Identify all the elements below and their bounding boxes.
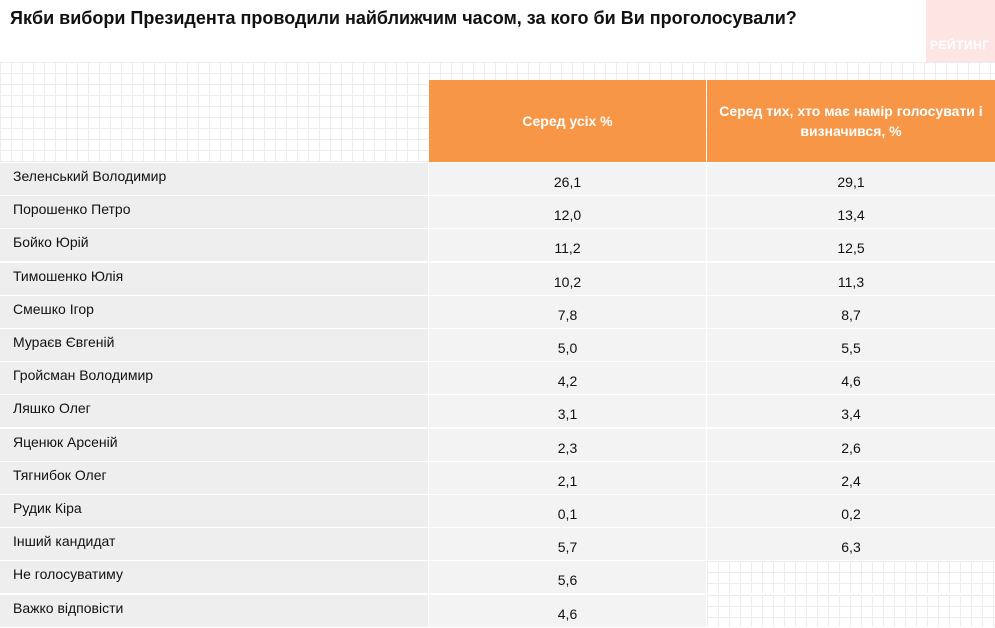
candidate-name: Важко відповісти bbox=[0, 595, 428, 627]
value-decided: 13,4 bbox=[707, 196, 995, 228]
value-decided: 6,3 bbox=[707, 528, 995, 560]
value-all: 11,2 bbox=[429, 229, 706, 261]
candidate-name: Не голосуватиму bbox=[0, 561, 428, 593]
logo-text: РЕЙТИНГ bbox=[930, 38, 990, 52]
value-decided-empty bbox=[707, 595, 995, 627]
value-decided: 4,6 bbox=[707, 362, 995, 394]
value-all: 5,6 bbox=[429, 561, 706, 593]
table-row: Ляшко Олег 3,1 3,4 bbox=[0, 395, 995, 428]
value-all: 3,1 bbox=[429, 395, 706, 427]
candidate-name: Зеленський Володимир bbox=[0, 163, 428, 195]
value-decided: 8,7 bbox=[707, 296, 995, 328]
value-decided-empty bbox=[707, 561, 995, 593]
table-row: Порошенко Петро 12,0 13,4 bbox=[0, 196, 995, 229]
value-all: 5,0 bbox=[429, 329, 706, 361]
value-all: 4,2 bbox=[429, 362, 706, 394]
candidate-name: Тягнибок Олег bbox=[0, 462, 428, 494]
rating-logo: РЕЙТИНГ bbox=[926, 0, 995, 62]
value-decided: 29,1 bbox=[707, 163, 995, 195]
value-all: 0,1 bbox=[429, 495, 706, 527]
table-row: Зеленський Володимир 26,1 29,1 bbox=[0, 163, 995, 196]
value-all: 5,7 bbox=[429, 528, 706, 560]
value-all: 2,3 bbox=[429, 429, 706, 461]
table-row: Мураєв Євгеній 5,0 5,5 bbox=[0, 329, 995, 362]
value-decided: 2,6 bbox=[707, 429, 995, 461]
value-decided: 5,5 bbox=[707, 329, 995, 361]
value-decided: 0,2 bbox=[707, 495, 995, 527]
candidate-name: Тимошенко Юлія bbox=[0, 263, 428, 295]
table-row: Важко відповісти 4,6 bbox=[0, 595, 995, 628]
value-decided: 11,3 bbox=[707, 263, 995, 295]
candidate-name: Смешко Ігор bbox=[0, 296, 428, 328]
value-all: 4,6 bbox=[429, 595, 706, 627]
candidate-name: Рудик Кіра bbox=[0, 495, 428, 527]
table-row: Рудик Кіра 0,1 0,2 bbox=[0, 495, 995, 528]
page-title: Якби вибори Президента проводили найближ… bbox=[10, 8, 797, 28]
candidate-name: Гройсман Володимир bbox=[0, 362, 428, 394]
candidate-name: Ляшко Олег bbox=[0, 395, 428, 427]
value-all: 7,8 bbox=[429, 296, 706, 328]
candidate-name: Яценюк Арсеній bbox=[0, 429, 428, 461]
value-all: 10,2 bbox=[429, 263, 706, 295]
table-row: Смешко Ігор 7,8 8,7 bbox=[0, 296, 995, 329]
value-decided: 2,4 bbox=[707, 462, 995, 494]
value-all: 26,1 bbox=[429, 163, 706, 195]
table-row: Інший кандидат 5,7 6,3 bbox=[0, 528, 995, 561]
table-row: Яценюк Арсеній 2,3 2,6 bbox=[0, 429, 995, 462]
value-all: 2,1 bbox=[429, 462, 706, 494]
table-row: Тягнибок Олег 2,1 2,4 bbox=[0, 462, 995, 495]
value-all: 12,0 bbox=[429, 196, 706, 228]
column-header-decided-line2: визначився, % bbox=[800, 123, 902, 139]
column-header-decided-line1: Серед тих, хто має намір голосувати і bbox=[719, 103, 983, 119]
candidate-name: Порошенко Петро bbox=[0, 196, 428, 228]
table-row: Тимошенко Юлія 10,2 11,3 bbox=[0, 263, 995, 296]
candidate-name: Бойко Юрій bbox=[0, 229, 428, 261]
column-header-all: Серед усіх % bbox=[429, 80, 706, 162]
candidate-name: Інший кандидат bbox=[0, 528, 428, 560]
table-row: Гройсман Володимир 4,2 4,6 bbox=[0, 362, 995, 395]
column-header-decided: Серед тих, хто має намір голосувати і ви… bbox=[707, 80, 995, 162]
table-row: Бойко Юрій 11,2 12,5 bbox=[0, 229, 995, 262]
value-decided: 3,4 bbox=[707, 395, 995, 427]
table-row: Не голосуватиму 5,6 bbox=[0, 561, 995, 594]
value-decided: 12,5 bbox=[707, 229, 995, 261]
candidate-name: Мураєв Євгеній bbox=[0, 329, 428, 361]
